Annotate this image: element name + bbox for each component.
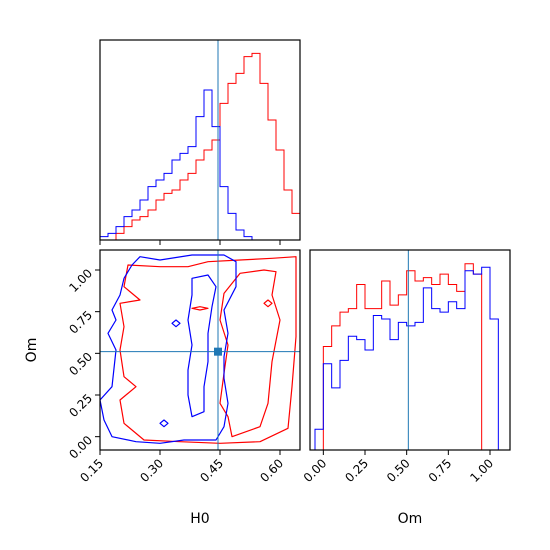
- contour-red-0: [119, 256, 297, 444]
- truth-marker: [214, 347, 222, 356]
- y-tick-label-2: 0.50: [66, 350, 95, 379]
- contour-blue-3: [159, 419, 169, 428]
- histogram-series-red: [315, 263, 499, 451]
- y-axis-label-om: Om: [24, 338, 40, 363]
- joint-frame: [99, 249, 301, 451]
- x-tick-label-1: 0.30: [137, 456, 166, 485]
- h0-marginal-frame: [99, 39, 301, 241]
- om-marginal-panel: 0.00 0.25 0.50 0.75 1.00 Om: [301, 249, 511, 527]
- contour-red-3: [191, 306, 209, 311]
- x-axis-label-h0: H0: [190, 511, 209, 527]
- om-marginal-frame: [309, 249, 511, 451]
- y-tick-label-3: 0.75: [66, 308, 95, 337]
- contour-red-2: [263, 299, 273, 308]
- contour-blue-1: [187, 274, 217, 418]
- y-tick-label-4: 1.00: [66, 266, 95, 295]
- y-tick-label-1: 0.25: [66, 391, 95, 420]
- histogram-series-blue: [314, 266, 499, 450]
- joint-contour-panel: 0.15 0.30 0.45 0.60 0.00 0.25 0.50 0.75 1.00 H0…: [24, 249, 301, 527]
- om-x-tick-label-3: 0.75: [426, 456, 455, 485]
- x-tick-label-0: 0.15: [77, 456, 106, 485]
- contour-blue-2: [171, 319, 181, 328]
- om-x-tick-label-0: 0.00: [301, 456, 330, 485]
- x-axis-label-om: Om: [398, 511, 423, 527]
- om-x-tick-label-1: 0.25: [342, 456, 371, 485]
- histogram-series-blue: [99, 89, 300, 241]
- x-tick-label-2: 0.45: [197, 456, 226, 485]
- x-tick-label-3: 0.60: [257, 456, 286, 485]
- contour-red-1: [219, 269, 281, 438]
- h0-marginal-panel: [99, 39, 301, 245]
- om-x-tick-label-4: 1.00: [467, 456, 496, 485]
- om-x-tick-label-2: 0.50: [384, 456, 413, 485]
- contour-blue-0: [100, 254, 237, 444]
- histogram-series-red: [100, 52, 301, 241]
- y-tick-label-0: 0.00: [66, 433, 95, 462]
